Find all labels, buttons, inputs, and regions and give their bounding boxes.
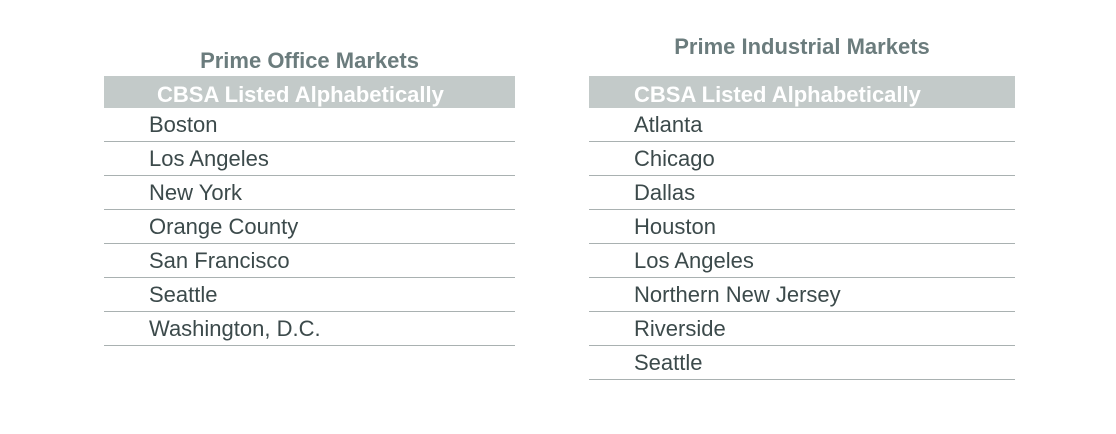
table-row: Atlanta [589,108,1015,142]
industrial-table: Prime Industrial Markets CBSA Listed Alp… [589,0,1015,434]
table-row: San Francisco [104,244,515,278]
table-title: Prime Industrial Markets [674,34,930,59]
office-table: Prime Office Markets CBSA Listed Alphabe… [104,0,515,434]
table-row: Houston [589,210,1015,244]
table-row: Seattle [589,346,1015,380]
table-row: Dallas [589,176,1015,210]
table-row: Los Angeles [589,244,1015,278]
table-row: Los Angeles [104,142,515,176]
table-row: Seattle [104,278,515,312]
table-row: Orange County [104,210,515,244]
table-row: Chicago [589,142,1015,176]
table-header: CBSA Listed Alphabetically [104,76,515,108]
table-header: CBSA Listed Alphabetically [589,76,1015,108]
table-row: Riverside [589,312,1015,346]
table-row: New York [104,176,515,210]
table-title: Prime Office Markets [200,48,419,73]
table-row: Northern New Jersey [589,278,1015,312]
table-row: Boston [104,108,515,142]
table-row: Washington, D.C. [104,312,515,346]
